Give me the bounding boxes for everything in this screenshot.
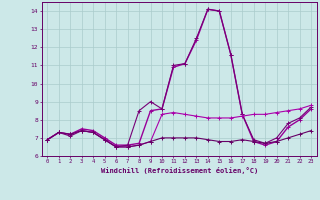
X-axis label: Windchill (Refroidissement éolien,°C): Windchill (Refroidissement éolien,°C) xyxy=(100,167,258,174)
